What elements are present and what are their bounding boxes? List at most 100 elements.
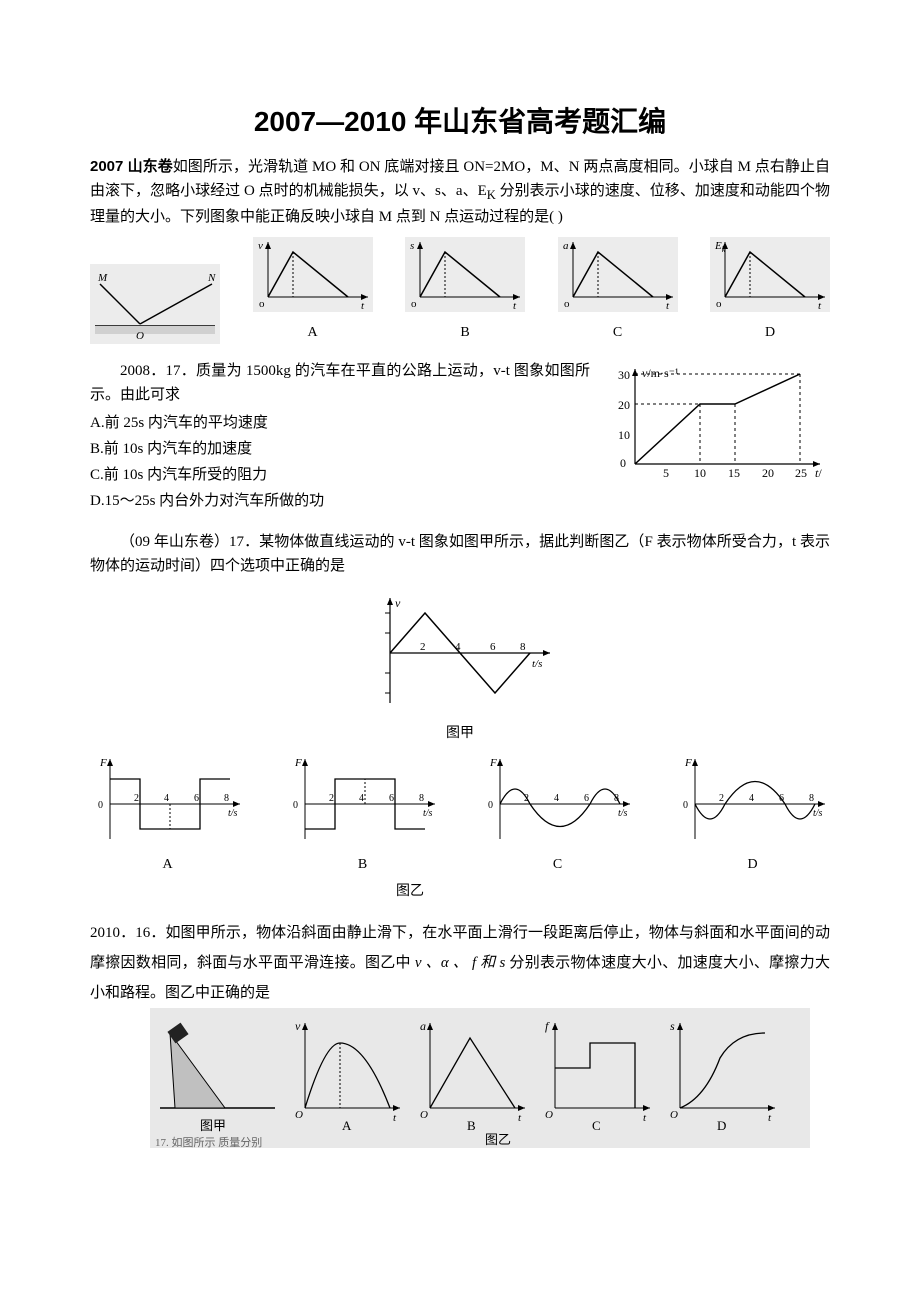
svg-text:v: v (258, 240, 263, 252)
q2009-prefix: （09 年山东卷）17． (120, 534, 259, 550)
svg-text:8: 8 (809, 793, 814, 804)
svg-text:a: a (420, 1019, 426, 1033)
q2008-text: 2008．17．质量为 1500kg 的汽车在平直的公路上运动，v-t 图象如图… (90, 359, 590, 407)
q2009-label-b: B (285, 854, 440, 876)
svg-text:6: 6 (779, 793, 784, 804)
q2009-label-d: D (675, 854, 830, 876)
label-O: O (136, 330, 144, 342)
svg-text:6: 6 (490, 641, 496, 653)
q2008-opt-c: C.前 10s 内汽车所受的阻力 (90, 463, 590, 487)
q2007-label-a: A (253, 322, 373, 344)
svg-text:F: F (684, 757, 692, 769)
svg-text:s: s (670, 1019, 675, 1033)
q2009-text: （09 年山东卷）17．某物体做直线运动的 v-t 图象如图甲所示，据此判断图乙… (90, 530, 830, 578)
svg-text:v/m·s⁻¹: v/m·s⁻¹ (642, 366, 679, 380)
q2008-opt-b: B.前 10s 内汽车的加速度 (90, 437, 590, 461)
svg-text:t/s: t/s (228, 808, 238, 819)
svg-text:17. 如图所示 质量分别: 17. 如图所示 质量分别 (155, 1135, 262, 1148)
q2009-panel-c: F 0 2 4 6 8 t/s C (480, 754, 635, 876)
q2008-opt-d: D.15～25s 内台外力对汽车所做的功 (90, 489, 590, 513)
q2007-panel-d: Ek t o D (710, 237, 830, 344)
q2010-prefix: 2010．16． (90, 925, 165, 941)
svg-text:A: A (342, 1118, 352, 1133)
svg-text:t/: t/ (815, 466, 822, 480)
svg-text:4: 4 (554, 793, 559, 804)
svg-text:O: O (670, 1109, 678, 1121)
svg-text:6: 6 (584, 793, 589, 804)
question-2009: （09 年山东卷）17．某物体做直线运动的 v-t 图象如图甲所示，据此判断图乙… (90, 530, 830, 903)
svg-text:8: 8 (224, 793, 229, 804)
svg-text:2: 2 (420, 641, 426, 653)
svg-text:t/s: t/s (423, 808, 433, 819)
q2007-label-d: D (710, 322, 830, 344)
svg-text:O: O (295, 1109, 303, 1121)
page-title: 2007—2010 年山东省高考题汇编 (90, 100, 830, 145)
label-M: M (97, 272, 108, 284)
q2008-vt-chart: 0 10 20 30 5 10 15 20 25 t/ v/m·s⁻¹ (600, 359, 830, 484)
q2009-figjia: 2 4 6 8 v t/s 图甲 (90, 593, 830, 745)
q2007-panel-c: a t o C (558, 237, 678, 344)
svg-text:6: 6 (194, 793, 199, 804)
question-2007: 2007 山东卷如图所示，光滑轨道 MO 和 ON 底端对接且 ON=2MO，M… (90, 155, 830, 344)
svg-text:图甲: 图甲 (200, 1118, 226, 1133)
q2007-prefix: 2007 山东卷 (90, 158, 173, 175)
svg-text:4: 4 (164, 793, 169, 804)
svg-text:o: o (411, 298, 417, 310)
q2008-prefix: 2008．17． (120, 363, 196, 379)
svg-text:F: F (99, 757, 107, 769)
svg-text:10: 10 (694, 466, 706, 480)
svg-text:O: O (545, 1109, 553, 1121)
svg-text:0: 0 (98, 800, 103, 811)
q2007-panel-b: s t o B (405, 237, 525, 344)
svg-text:D: D (717, 1118, 726, 1133)
svg-text:C: C (592, 1118, 601, 1133)
svg-text:0: 0 (620, 456, 626, 470)
svg-text:8: 8 (520, 641, 526, 653)
q2010-text: 2010．16．如图甲所示，物体沿斜面由静止滑下，在水平面上滑行一段距离后停止，… (90, 918, 830, 1008)
svg-text:v: v (295, 1019, 301, 1033)
q2010-vars: v 、α 、 f 和 s (415, 955, 506, 971)
svg-text:t/s: t/s (813, 808, 823, 819)
q2009-jia-label: 图甲 (90, 723, 830, 745)
svg-text:o: o (716, 298, 722, 310)
q2009-label-a: A (90, 854, 245, 876)
svg-text:10: 10 (618, 428, 630, 442)
q2007-panel-a: v t o A (253, 237, 373, 344)
svg-text:2: 2 (134, 793, 139, 804)
svg-text:图乙: 图乙 (485, 1132, 511, 1147)
svg-text:a: a (563, 240, 569, 252)
q2009-panel-b: F 0 2 4 6 8 t/s B (285, 754, 440, 876)
svg-text:0: 0 (683, 800, 688, 811)
q2008-options: A.前 25s 内汽车的平均速度 B.前 10s 内汽车的加速度 C.前 10s… (90, 411, 590, 513)
svg-text:6: 6 (389, 793, 394, 804)
svg-text:B: B (467, 1118, 476, 1133)
svg-text:s: s (410, 240, 414, 252)
svg-text:O: O (420, 1109, 428, 1121)
svg-text:v: v (395, 596, 401, 610)
svg-text:20: 20 (762, 466, 774, 480)
svg-text:30: 30 (618, 368, 630, 382)
svg-text:2: 2 (524, 793, 529, 804)
question-2010: 2010．16．如图甲所示，物体沿斜面由静止滑下，在水平面上滑行一段距离后停止，… (90, 918, 830, 1156)
q2007-sub: K (487, 188, 496, 202)
svg-text:0: 0 (293, 800, 298, 811)
svg-text:2: 2 (719, 793, 724, 804)
svg-text:8: 8 (419, 793, 424, 804)
svg-text:4: 4 (455, 641, 461, 653)
question-2008: 2008．17．质量为 1500kg 的汽车在平直的公路上运动，v-t 图象如图… (90, 359, 830, 515)
svg-text:o: o (564, 298, 570, 310)
q2010-diagram: 图甲 v t O A a (150, 1008, 810, 1148)
svg-text:2: 2 (329, 793, 334, 804)
svg-text:4: 4 (749, 793, 754, 804)
q2009-panel-a: F 0 2 4 6 8 t/s A (90, 754, 245, 876)
svg-text:o: o (259, 298, 265, 310)
svg-text:t/s: t/s (532, 658, 542, 670)
q2007-label-c: C (558, 322, 678, 344)
q2007-figures: M N O v t o A (90, 237, 830, 344)
q2009-panel-d: F 0 2 4 6 8 t/s D (675, 754, 830, 876)
q2010-figures-wrapper: 图甲 v t O A a (150, 1008, 830, 1156)
q2009-label-c: C (480, 854, 635, 876)
svg-text:25: 25 (795, 466, 807, 480)
q2007-label-b: B (405, 322, 525, 344)
q2009-yi-label: 图乙 (0, 881, 830, 903)
